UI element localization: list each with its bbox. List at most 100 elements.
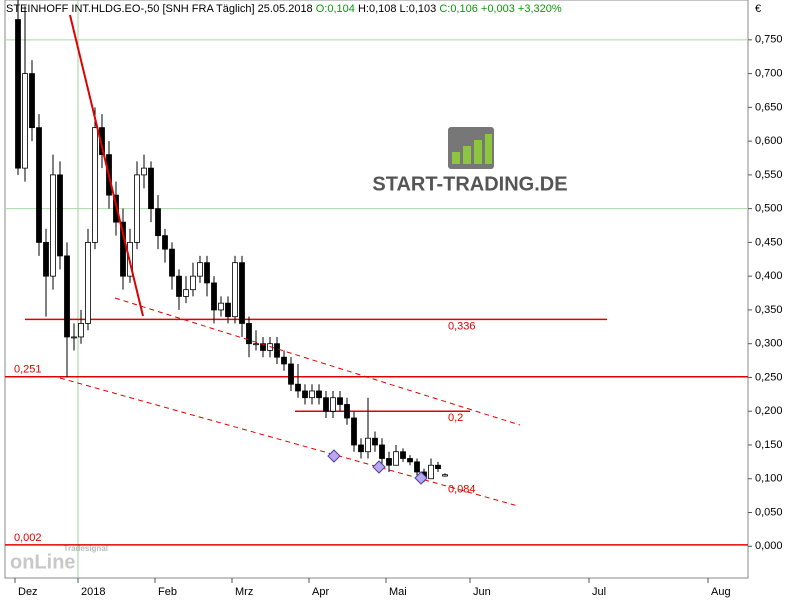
candle-body (204, 262, 210, 284)
candle-body (372, 437, 378, 446)
candle-body (15, 19, 21, 169)
candle-body (309, 390, 315, 399)
y-tick-label: 0,000 (755, 540, 783, 552)
candle-body (379, 444, 385, 459)
y-tick-label: 0,250 (755, 371, 783, 383)
y-tick-label: 0,050 (755, 506, 783, 518)
y-tick-label: 0,200 (755, 405, 783, 417)
candle-body (225, 302, 231, 318)
marker (327, 449, 341, 463)
y-tick-label: 0,100 (755, 473, 783, 485)
level-label: 0,336 (448, 320, 476, 332)
x-tick-label: Aug (711, 586, 731, 598)
instrument: STEINHOFF INT.HLDG.EO-,50 [SNH FRA Tägli… (6, 3, 313, 15)
y-tick-label: 0,350 (755, 304, 783, 316)
candle-body (162, 235, 168, 250)
candle-body (148, 167, 154, 210)
candle-body (190, 275, 196, 291)
x-tick-label: Apr (312, 586, 329, 598)
watermark: START-TRADING.DE (372, 127, 568, 195)
x-tick-label: Dez (18, 586, 38, 598)
candle-body (351, 417, 357, 446)
candle-body (302, 390, 308, 399)
y-tick-label: 0,550 (755, 169, 783, 181)
candle-body (197, 262, 203, 277)
candle-body (337, 397, 343, 405)
candle-body (155, 208, 161, 237)
candle-body (50, 174, 56, 277)
candle-body (211, 282, 217, 311)
logo-bar (474, 140, 482, 164)
candle-body (295, 383, 301, 392)
candle-body (316, 390, 322, 399)
candle-body (400, 451, 406, 459)
candle-body (330, 397, 336, 412)
candle-body (442, 474, 448, 477)
logo-bar (463, 146, 471, 164)
marker (372, 460, 386, 474)
candle-body (29, 73, 35, 129)
y-tick-label: 0,150 (755, 439, 783, 451)
y-tick-label: 0,400 (755, 270, 783, 282)
x-tick-label: Mrz (235, 586, 253, 598)
y-tick-label: 0,300 (755, 338, 783, 350)
y-tick-label: 0,600 (755, 135, 783, 147)
candle-body (57, 174, 63, 257)
candle-body (183, 289, 189, 297)
level-label: 0,084 (448, 483, 476, 495)
plot-frame (4, 0, 749, 579)
trend-lines (59, 14, 521, 507)
candle-body (22, 73, 28, 169)
y-tick-label: 0,750 (755, 34, 783, 46)
candle-body (71, 336, 77, 339)
candle-body (274, 343, 280, 358)
candle-body (169, 248, 175, 277)
x-tick-label: Jul (592, 586, 606, 598)
markers (327, 449, 428, 485)
x-tick-label: Mai (389, 586, 407, 598)
x-tick-label: 2018 (81, 586, 105, 598)
trend-line (59, 377, 519, 507)
level-label: 0,251 (14, 364, 42, 376)
y-tick-label: 0,700 (755, 68, 783, 80)
logo-bar (452, 152, 460, 164)
candle-body (64, 255, 70, 338)
trend-line (114, 297, 521, 426)
level-label: 0,002 (14, 532, 42, 544)
candle-body (134, 174, 140, 243)
candle-body (428, 464, 434, 480)
candle-body (218, 302, 224, 311)
candle-body (120, 221, 126, 277)
candle-body (260, 343, 266, 351)
candle-body (344, 404, 350, 419)
candle-body (407, 458, 413, 463)
candle-body (239, 262, 245, 324)
candle-body (386, 458, 392, 466)
logo-brand: Tradesignal (64, 544, 108, 553)
candle-body (92, 127, 98, 243)
candle-body (176, 275, 182, 297)
high-low-label: H:0,108 L:0,103 (358, 3, 436, 15)
y-tick-label: 0,650 (755, 101, 783, 113)
candle-body (288, 363, 294, 385)
change-label: C:0,106 +0,003 +3,320% (439, 3, 562, 15)
logo-product: onLine (10, 551, 76, 573)
level-label: 0,2 (448, 412, 463, 424)
y-tick-label: 0,450 (755, 236, 783, 248)
marker (414, 471, 428, 485)
logo-bar (485, 134, 492, 164)
candle-body (435, 464, 441, 470)
open-label: O:0,104 (316, 3, 355, 15)
candle-body (78, 323, 84, 338)
candle-body (85, 242, 91, 324)
candle-body (246, 323, 252, 345)
candle-body (365, 437, 371, 453)
candle-body (281, 356, 287, 365)
candle-body (393, 451, 399, 466)
candle-body (141, 167, 147, 176)
trend-line (69, 14, 144, 317)
logo: Tradesignal onLine (10, 544, 108, 573)
candle-body (253, 343, 259, 346)
